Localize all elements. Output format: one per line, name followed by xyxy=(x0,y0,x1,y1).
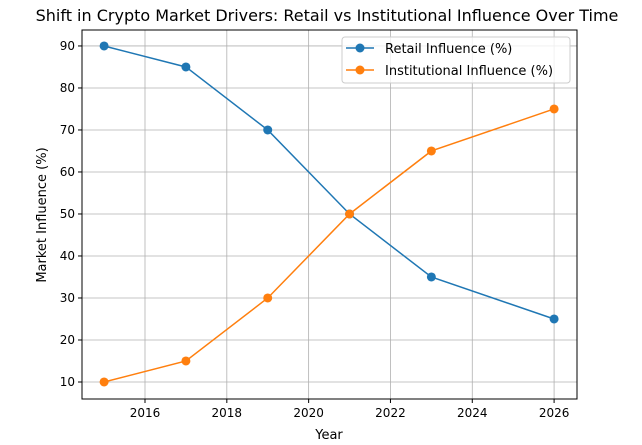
y-tick-label: 80 xyxy=(60,81,75,95)
grid xyxy=(82,30,577,399)
x-tick-label: 2018 xyxy=(212,406,243,420)
plot-frame xyxy=(81,29,578,400)
y-tick-label: 90 xyxy=(60,39,75,53)
data-point-0-5 xyxy=(549,314,559,324)
data-point-1-0 xyxy=(99,377,109,387)
legend: Retail Influence (%) Institutional Influ… xyxy=(341,36,571,84)
data-point-1-2 xyxy=(263,293,273,303)
x-tick-label: 2024 xyxy=(457,406,488,420)
ticks: 2016 2018 2020 2022 2024 2026 10 20 30 40 50 60 70 80… xyxy=(60,39,570,420)
legend-box xyxy=(341,36,571,84)
y-tick-label: 40 xyxy=(60,249,75,263)
series-layer xyxy=(99,41,559,387)
x-tick-label: 2020 xyxy=(293,406,324,420)
data-point-0-2 xyxy=(263,125,273,135)
y-tick-label: 30 xyxy=(60,291,75,305)
x-tick-label: 2016 xyxy=(130,406,161,420)
legend-marker-institutional xyxy=(355,65,365,75)
x-tick-label: 2026 xyxy=(539,406,570,420)
chart-title: Shift in Crypto Market Drivers: Retail v… xyxy=(36,6,619,25)
legend-marker-retail xyxy=(355,43,365,53)
series-line-0 xyxy=(103,45,555,320)
data-point-1-3 xyxy=(345,209,355,219)
y-axis-label: Market Influence (%) xyxy=(35,147,50,282)
x-axis-label: Year xyxy=(314,428,343,443)
data-point-0-0 xyxy=(99,41,109,51)
y-tick-label: 60 xyxy=(60,165,75,179)
y-tick-label: 20 xyxy=(60,333,75,347)
legend-label-retail: Retail Influence (%) xyxy=(385,42,512,57)
data-point-1-4 xyxy=(426,146,436,156)
data-point-1-5 xyxy=(549,104,559,114)
data-point-0-4 xyxy=(426,272,436,282)
y-tick-label: 70 xyxy=(60,123,75,137)
legend-label-institutional: Institutional Influence (%) xyxy=(385,64,553,79)
x-tick-label: 2022 xyxy=(375,406,406,420)
series-line-1 xyxy=(103,108,555,383)
data-point-1-1 xyxy=(181,356,191,366)
data-point-0-1 xyxy=(181,62,191,72)
y-tick-label: 50 xyxy=(60,207,75,221)
y-tick-label: 10 xyxy=(60,375,75,389)
